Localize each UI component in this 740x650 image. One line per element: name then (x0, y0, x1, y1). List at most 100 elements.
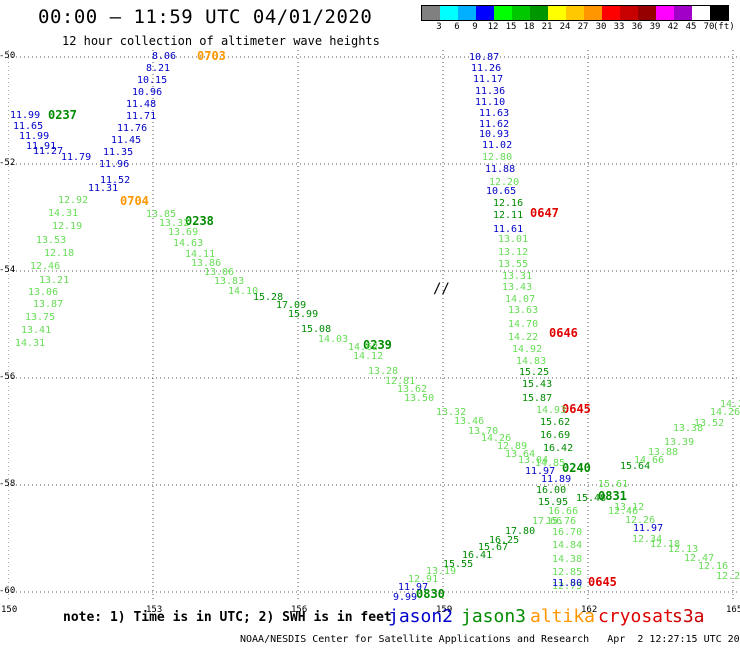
wave-height-value: 11.71 (126, 111, 157, 122)
x-tick-label: 156 (291, 605, 308, 615)
wave-height-value: 13.53 (36, 235, 67, 246)
color-swatch (530, 6, 548, 20)
color-scale-label: 24 (559, 22, 571, 32)
wave-height-value: 13.41 (21, 325, 52, 336)
wave-height-value: 17.09 (276, 300, 307, 311)
color-swatch (458, 6, 476, 20)
wave-height-value: 16.69 (540, 430, 571, 441)
wave-height-value: 14.83 (516, 356, 547, 367)
wave-height-value: 14.26 (481, 433, 512, 444)
wave-height-value: 13.38 (673, 423, 704, 434)
wave-height-value: 11.48 (126, 99, 157, 110)
wave-height-value: 14.84 (552, 540, 583, 551)
x-tick-label: 162 (581, 605, 598, 615)
color-swatch (674, 6, 692, 20)
pass-time-label: 0704 (120, 194, 149, 208)
wave-height-value: 11.97 (398, 582, 429, 593)
wave-height-value: 11.62 (479, 119, 510, 130)
wave-height-value: 8.21 (146, 63, 171, 74)
pass-time-label: 0645 (588, 575, 617, 589)
wave-height-value: 11.63 (479, 108, 510, 119)
wave-height-value: 15.99 (288, 309, 319, 320)
y-tick-label: -58 (0, 479, 16, 489)
wave-height-value: 13.19 (426, 566, 457, 577)
wave-height-value: 13.39 (664, 437, 695, 448)
color-swatch (548, 6, 566, 20)
wave-height-value: 14.07 (505, 294, 536, 305)
legend-entry-s3a: s3a (672, 606, 705, 627)
wave-height-value: 11.99 (10, 110, 41, 121)
wave-height-value: 14.85 (535, 458, 566, 469)
wave-height-value: 10.15 (137, 75, 168, 86)
legend-entry-cryosat: cryosat (598, 606, 674, 627)
wave-height-value: 12.16 (493, 198, 524, 209)
color-scale-label: 12 (487, 22, 499, 32)
wave-height-value: 11.88 (485, 164, 516, 175)
wave-height-value: 13.85 (146, 209, 177, 220)
wave-height-value: 11.97 (525, 466, 556, 477)
color-swatch (710, 6, 728, 20)
wave-height-value: 13.04 (518, 455, 549, 466)
wave-height-value: 15.61 (598, 479, 629, 490)
wave-height-value: 16.66 (548, 506, 579, 517)
wave-height-value: 15.43 (522, 379, 553, 390)
wave-height-value: 11.76 (117, 123, 148, 134)
wave-height-value: 12.13 (668, 544, 699, 555)
wave-height-value: 16.70 (552, 527, 583, 538)
wave-height-value: 13.32 (436, 407, 467, 418)
map-grid (8, 50, 738, 600)
wave-height-value: 13.52 (694, 418, 725, 429)
color-scale-label: 3 (436, 22, 442, 32)
wave-height-value: 10.96 (132, 87, 163, 98)
wave-height-value: 8.06 (152, 51, 177, 62)
color-swatch (566, 6, 584, 20)
wave-height-value: 11.65 (13, 121, 44, 132)
pass-time-label: 0237 (48, 108, 77, 122)
wave-height-value: 11.17 (473, 74, 504, 85)
wave-height-value: 13.01 (498, 234, 529, 245)
wave-height-value: 15.67 (478, 542, 509, 553)
wave-height-value: 14.63 (173, 238, 204, 249)
pass-time-label: 0831 (598, 489, 627, 503)
color-scale-label: 6 (454, 22, 460, 32)
wave-height-value: 11.10 (475, 97, 506, 108)
wave-height-value: 13.32 (159, 218, 190, 229)
wave-height-value: 12.2 (716, 571, 740, 582)
wave-height-value: 12.20 (489, 177, 520, 188)
wave-height-value: 11.99 (19, 131, 50, 142)
wave-height-value: 13.88 (648, 447, 679, 458)
color-swatch (512, 6, 530, 20)
wave-height-value: 13.75 (25, 312, 56, 323)
wave-height-value: 12.26 (625, 515, 656, 526)
wave-height-value: 13.06 (204, 267, 235, 278)
wave-height-value: 13.12 (614, 502, 645, 513)
wave-height-value: 11.31 (88, 183, 119, 194)
wave-height-value: 14.22 (508, 332, 539, 343)
color-scale-label: 27 (577, 22, 589, 32)
wave-height-value: 15.25 (519, 367, 550, 378)
y-tick-label: -56 (0, 372, 16, 382)
wave-height-value: 12.18 (44, 248, 75, 259)
color-swatch (620, 6, 638, 20)
wave-height-value: 14.38 (552, 554, 583, 565)
wave-height-value: 14.03 (318, 334, 349, 345)
pass-time-label: 0239 (363, 338, 392, 352)
wave-height-value: 16.41 (462, 550, 493, 561)
wave-height-value: 17.80 (505, 526, 536, 537)
wave-height-value: 12.75 (552, 581, 583, 592)
x-tick-label: 153 (146, 605, 163, 615)
wave-height-value: 13.69 (168, 227, 199, 238)
color-scale-bar (421, 5, 729, 21)
pass-time-label: 0240 (562, 461, 591, 475)
wave-height-value: 13.46 (454, 416, 485, 427)
x-tick-label: 150 (1, 605, 18, 615)
legend-entry-jason3: jason3 (461, 606, 527, 627)
wave-height-value: 14.31 (48, 208, 79, 219)
y-tick-label: -50 (0, 51, 16, 61)
wave-height-value: 15.55 (443, 559, 474, 570)
pass-time-label: 0647 (530, 206, 559, 220)
legend-entry-altika: altika (530, 606, 596, 627)
wave-height-value: 14.10 (228, 286, 259, 297)
map-subtitle: 12 hour collection of altimeter wave hei… (62, 34, 380, 48)
wave-height-value: 11.02 (482, 140, 513, 151)
